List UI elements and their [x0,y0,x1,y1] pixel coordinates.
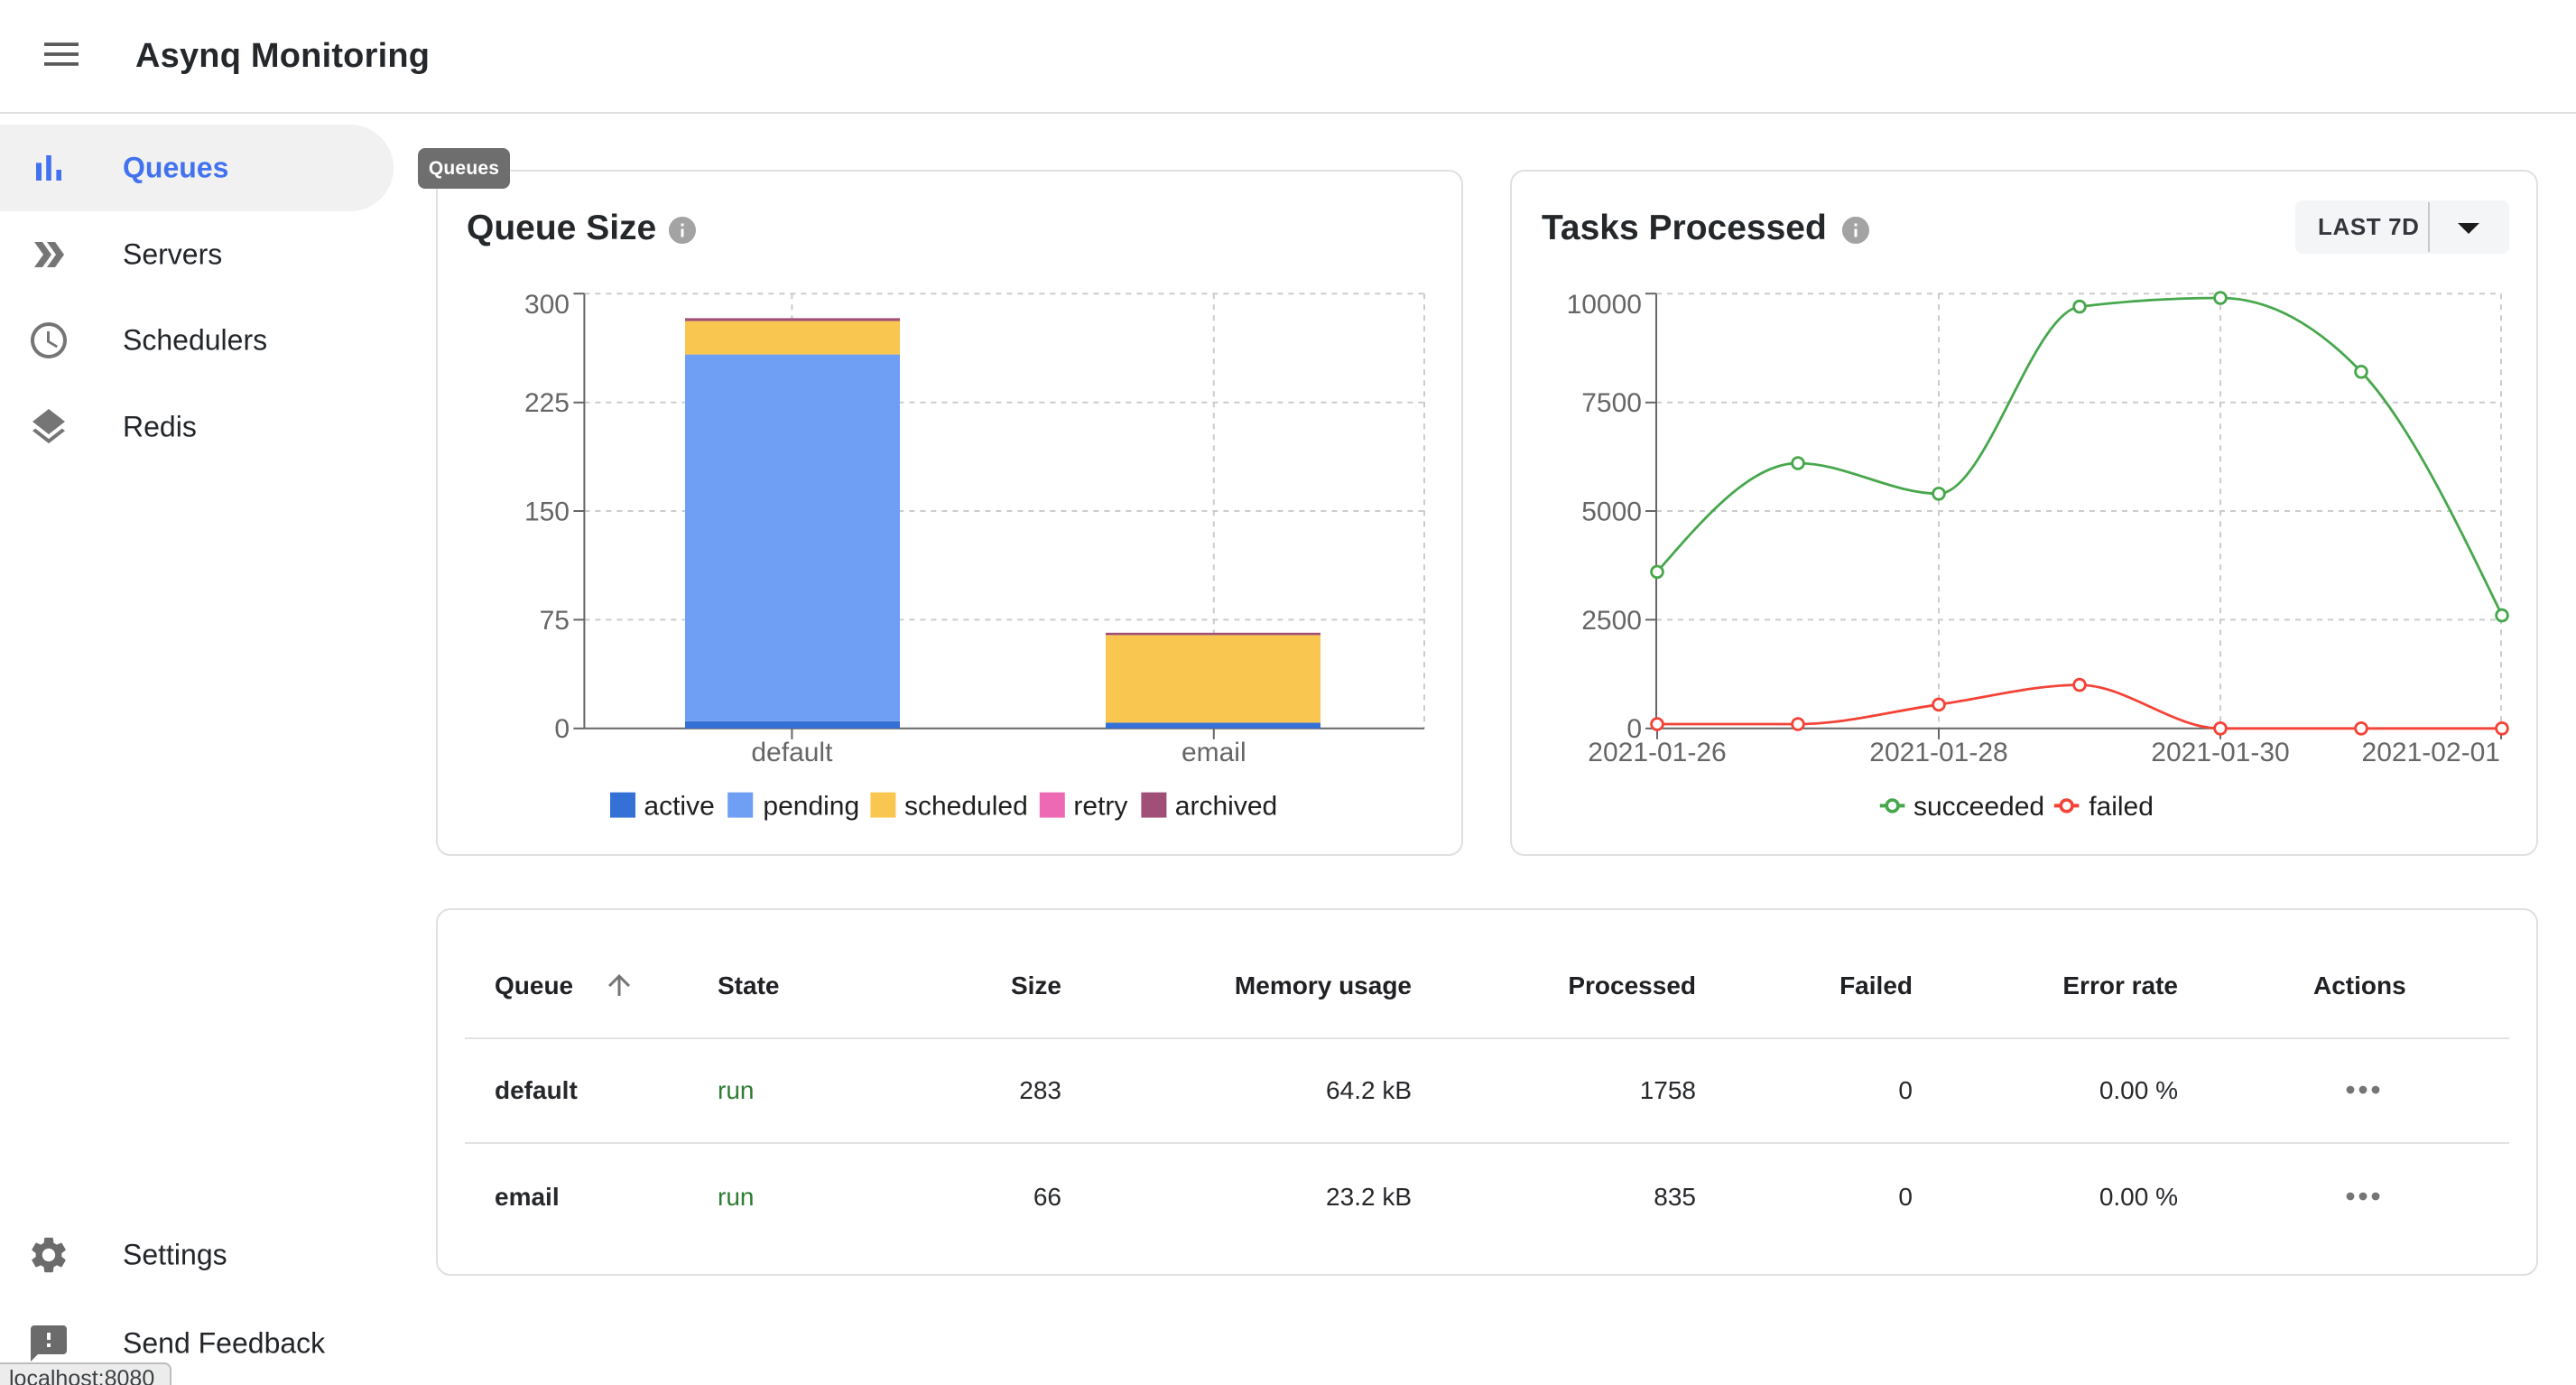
svg-text:150: 150 [524,497,570,526]
svg-text:10000: 10000 [1567,290,1642,320]
svg-text:2021-02-01: 2021-02-01 [2362,738,2500,767]
svg-text:succeeded: succeeded [1913,792,2044,822]
svg-text:email: email [1181,738,1246,767]
svg-text:0: 0 [1626,714,1642,744]
svg-text:2021-01-30: 2021-01-30 [2151,738,2289,767]
svg-text:retry: retry [1073,791,1127,821]
svg-text:7500: 7500 [1581,388,1642,418]
svg-text:default: default [751,738,833,767]
svg-text:0: 0 [554,714,570,744]
svg-text:2500: 2500 [1581,606,1642,636]
svg-text:scheduled: scheduled [904,791,1028,821]
svg-text:active: active [644,791,714,821]
svg-text:failed: failed [2089,792,2154,822]
svg-text:2021-01-28: 2021-01-28 [1869,738,2007,767]
svg-text:archived: archived [1175,791,1277,821]
svg-text:2021-01-26: 2021-01-26 [1588,738,1726,767]
svg-text:pending: pending [763,791,859,821]
svg-text:225: 225 [524,388,570,418]
svg-text:300: 300 [524,290,570,320]
svg-text:75: 75 [540,606,570,636]
svg-text:5000: 5000 [1581,497,1642,526]
